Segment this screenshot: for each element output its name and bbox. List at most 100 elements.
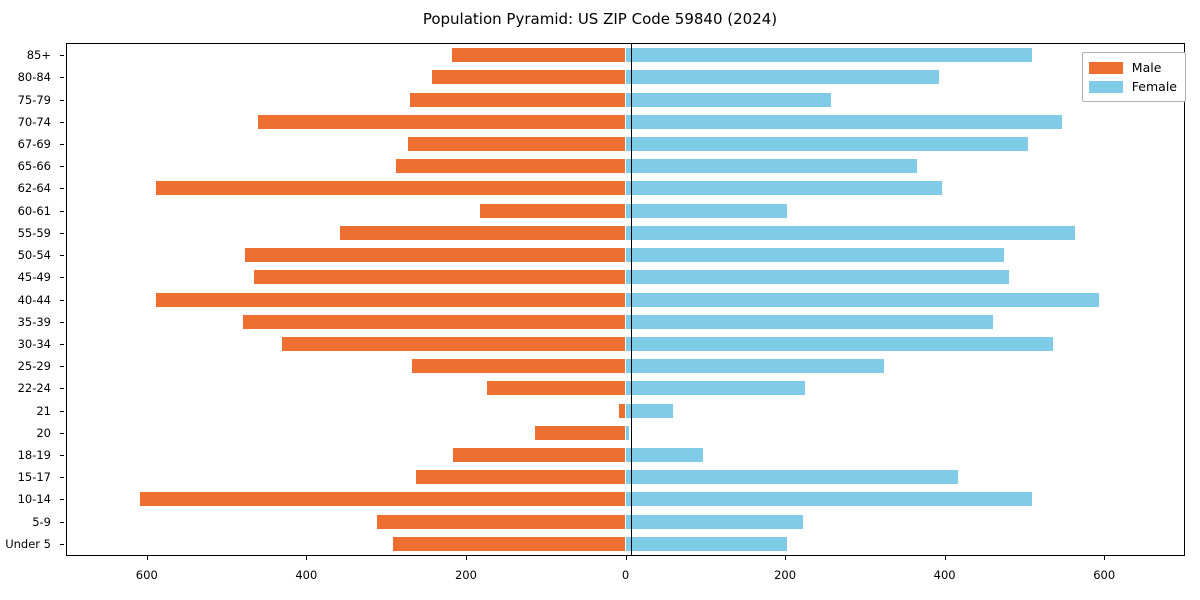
pyramid-row	[67, 425, 1184, 440]
y-tick-label: 15-17	[17, 470, 51, 485]
female-bar[interactable]	[625, 536, 787, 551]
female-bar[interactable]	[625, 136, 1029, 151]
x-tick-label: 400	[295, 568, 318, 582]
pyramid-row	[67, 492, 1184, 507]
male-bar[interactable]	[156, 181, 626, 196]
y-tick-mark	[60, 388, 64, 390]
female-bar[interactable]	[625, 48, 1033, 63]
y-tick-mark	[60, 99, 64, 101]
y-tick-label: Under 5	[5, 536, 51, 551]
female-bar[interactable]	[625, 314, 994, 329]
male-bar[interactable]	[156, 292, 626, 307]
female-bar[interactable]	[625, 248, 1005, 263]
female-bar[interactable]	[625, 381, 806, 396]
male-bar[interactable]	[140, 492, 626, 507]
y-axis-labels: 85+ 80-84 75-79 70-74 67-69 65-66 62-64 60-61 55…	[0, 43, 64, 556]
y-tick-label: 60-61	[17, 203, 51, 218]
y-tick-label: 75-79	[17, 92, 51, 107]
female-bar[interactable]	[625, 270, 1010, 285]
y-tick-label: 35-39	[17, 314, 51, 329]
female-bar[interactable]	[625, 159, 917, 174]
x-axis-labels: 600 400 200 0 200 400 600	[0, 556, 1200, 600]
y-tick-mark	[60, 410, 64, 412]
y-tick-mark	[60, 499, 64, 501]
female-bar[interactable]	[625, 492, 1033, 507]
female-bar[interactable]	[625, 403, 674, 418]
male-bar[interactable]	[244, 248, 626, 263]
pyramid-row	[67, 381, 1184, 396]
male-bar[interactable]	[410, 92, 626, 107]
female-bar[interactable]	[625, 70, 940, 85]
y-tick-label: 25-29	[17, 359, 51, 374]
male-bar[interactable]	[339, 225, 626, 240]
female-bar[interactable]	[625, 470, 959, 485]
male-bar[interactable]	[534, 425, 626, 440]
female-bar[interactable]	[625, 359, 884, 374]
legend-item[interactable]: Male	[1088, 58, 1177, 77]
legend-swatch	[1088, 80, 1123, 93]
y-tick-mark	[60, 477, 64, 479]
zero-axis-line	[631, 44, 632, 555]
male-bar[interactable]	[242, 314, 626, 329]
female-bar[interactable]	[625, 448, 703, 463]
male-bar[interactable]	[392, 536, 626, 551]
y-tick-mark	[60, 77, 64, 79]
y-tick-label: 70-74	[17, 114, 51, 129]
female-bar[interactable]	[625, 203, 788, 218]
male-bar[interactable]	[257, 114, 626, 129]
male-bar[interactable]	[452, 48, 626, 63]
chart-legend: Male Female	[1081, 52, 1186, 102]
plot-area	[66, 43, 1185, 556]
y-tick-mark	[60, 210, 64, 212]
female-bar[interactable]	[625, 92, 831, 107]
male-bar[interactable]	[432, 70, 626, 85]
pyramid-row	[67, 70, 1184, 85]
male-bar[interactable]	[408, 136, 626, 151]
y-tick-label: 40-44	[17, 292, 51, 307]
pyramid-row	[67, 470, 1184, 485]
pyramid-row	[67, 136, 1184, 151]
female-bar[interactable]	[625, 425, 630, 440]
x-tick-mark	[785, 556, 787, 560]
pyramid-row	[67, 292, 1184, 307]
legend-item[interactable]: Female	[1088, 77, 1177, 96]
male-bar[interactable]	[253, 270, 626, 285]
x-tick-label: 0	[621, 568, 630, 582]
legend-label: Female	[1131, 79, 1177, 94]
y-tick-label: 67-69	[17, 136, 51, 151]
y-tick-mark	[60, 521, 64, 523]
male-bar[interactable]	[395, 159, 626, 174]
y-tick-mark	[60, 255, 64, 257]
male-bar[interactable]	[377, 514, 626, 529]
y-tick-mark	[60, 455, 64, 457]
female-bar[interactable]	[625, 225, 1075, 240]
y-tick-mark	[60, 299, 64, 301]
legend-label: Male	[1131, 60, 1162, 75]
y-tick-label: 55-59	[17, 225, 51, 240]
female-bar[interactable]	[625, 292, 1100, 307]
male-bar[interactable]	[415, 470, 626, 485]
x-tick-label: 200	[774, 568, 797, 582]
male-bar[interactable]	[281, 336, 626, 351]
male-bar[interactable]	[412, 359, 626, 374]
male-bar[interactable]	[453, 448, 626, 463]
pyramid-row	[67, 336, 1184, 351]
y-tick-mark	[60, 321, 64, 323]
y-tick-label: 20	[36, 425, 51, 440]
pyramid-row	[67, 448, 1184, 463]
x-tick-mark	[944, 556, 946, 560]
y-tick-label: 5-9	[32, 514, 51, 529]
female-bar[interactable]	[625, 336, 1054, 351]
male-bar[interactable]	[486, 381, 626, 396]
female-bar[interactable]	[625, 114, 1062, 129]
male-bar[interactable]	[480, 203, 626, 218]
female-bar[interactable]	[625, 514, 804, 529]
pyramid-row	[67, 114, 1184, 129]
pyramid-row	[67, 403, 1184, 418]
pyramid-row	[67, 314, 1184, 329]
y-tick-mark	[60, 143, 64, 145]
male-bar[interactable]	[619, 403, 626, 418]
x-tick-mark	[465, 556, 467, 560]
female-bar[interactable]	[625, 181, 943, 196]
pyramid-row	[67, 270, 1184, 285]
